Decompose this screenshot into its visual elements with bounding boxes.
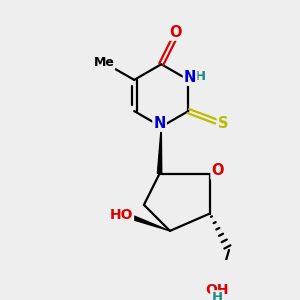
Text: S: S xyxy=(218,116,228,131)
Text: OH: OH xyxy=(205,283,229,297)
Text: O: O xyxy=(212,164,224,178)
Text: H: H xyxy=(211,291,222,300)
Text: Me: Me xyxy=(93,56,114,69)
Polygon shape xyxy=(158,127,162,174)
Text: N: N xyxy=(153,116,166,131)
Text: HO: HO xyxy=(110,208,133,222)
Text: O: O xyxy=(169,25,182,40)
Text: N: N xyxy=(184,70,196,85)
Polygon shape xyxy=(133,216,170,231)
Text: H: H xyxy=(195,70,206,83)
